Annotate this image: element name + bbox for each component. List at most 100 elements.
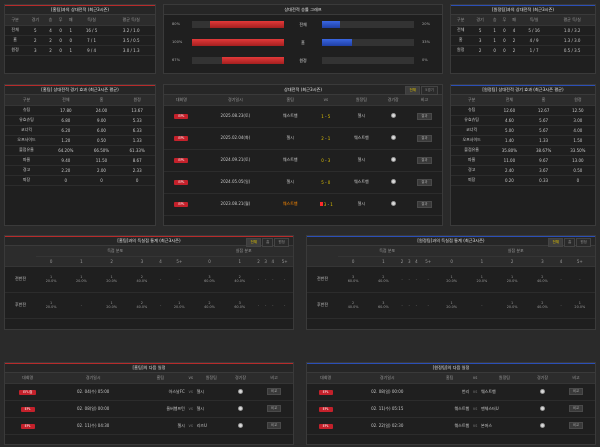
- stadium-icon: [390, 179, 396, 184]
- goals-cell: -: [557, 266, 565, 293]
- tab-1[interactable]: 홈: [564, 238, 576, 247]
- result-button[interactable]: 결과: [417, 178, 432, 186]
- goal-count: 1: [178, 301, 181, 305]
- cell: 5: [470, 25, 490, 36]
- tab-0[interactable]: 전체: [246, 238, 262, 247]
- result-button[interactable]: 결과: [417, 112, 432, 120]
- away-team: 웨스트햄: [343, 171, 380, 194]
- sub-header: 0: [36, 256, 67, 267]
- cell: 0.50: [560, 165, 595, 176]
- goal-pct: 60.0%: [204, 279, 215, 283]
- vs-label: vs: [184, 400, 197, 418]
- col-header: 득/실: [75, 15, 108, 26]
- note-cell: 결과: [406, 193, 442, 216]
- table-row: 파울 11.00 9.67 13.00: [451, 155, 595, 166]
- col-header: 홈: [526, 95, 561, 106]
- cell: 3.0 / 1.3: [107, 45, 155, 56]
- league-cell: EPL: [164, 149, 199, 172]
- sub-header: 2: [254, 256, 263, 267]
- cell: 0.20: [492, 175, 527, 186]
- cell: 9.67: [526, 155, 561, 166]
- goal-count: -: [408, 277, 410, 281]
- col-header: 경기: [470, 15, 490, 26]
- tab-2[interactable]: 원정: [576, 238, 591, 247]
- half-label: 후반전: [307, 292, 338, 319]
- compare-button[interactable]: 비교: [266, 405, 282, 412]
- result-button[interactable]: 결과: [417, 200, 432, 208]
- col-header: 무: [55, 15, 66, 26]
- stadium-cell: [225, 400, 256, 418]
- note-cell: 비교: [557, 383, 595, 401]
- away-score: 0: [327, 179, 331, 185]
- note-cell: 비교: [255, 417, 293, 435]
- table-row: 유효슈팅 6.80 9.00 5.33: [5, 115, 155, 126]
- compare-graph: 80% 전체 20% 100% 홈 33% 67% 원정 0%: [164, 15, 442, 73]
- goals-row: 후반전 2 40.0% 3 60.0% - - - -1 20.0% -1 20.0% 2 40.0% -1…: [307, 292, 595, 319]
- col-header: 대회명: [164, 95, 199, 106]
- match-date: 2023.08.21(월): [198, 193, 273, 216]
- goals-cell: -: [398, 266, 406, 293]
- row-label: 볼점유율: [5, 145, 48, 156]
- col-header: 전체: [48, 95, 84, 106]
- cell: 9.40: [48, 155, 84, 166]
- tab-all[interactable]: 전체: [405, 86, 421, 95]
- goal-count: -: [415, 277, 417, 281]
- note-cell: 결과: [406, 149, 442, 172]
- schedule-row: EPL 02. 08(일) 00:00 울버햄프턴 vs 첼시 비교: [5, 400, 293, 418]
- cell: 33.50%: [560, 145, 595, 156]
- cell: 1: [65, 25, 76, 36]
- goals-cell: -: [269, 292, 277, 319]
- tab-2[interactable]: 원정: [274, 238, 289, 247]
- sub-header: 0: [338, 256, 369, 267]
- away-team: 웨스트햄: [481, 383, 528, 401]
- right-bar-fill: [322, 39, 353, 46]
- cell: 1.3 / 3.0: [549, 35, 595, 46]
- goal-count: -: [284, 277, 286, 281]
- cell: 0: [499, 35, 510, 46]
- goal-pct: 40.0%: [377, 279, 389, 283]
- col-header: 원정팀: [196, 373, 226, 384]
- compare-button[interactable]: 비교: [568, 405, 584, 412]
- goals-cell: -: [419, 292, 437, 319]
- goal-pct: 40.0%: [347, 305, 359, 309]
- match-date: 02. 08(일) 00:00: [50, 400, 137, 418]
- col-header: vs: [308, 95, 344, 106]
- cell: 5.67: [526, 115, 561, 126]
- cell: 1.50: [560, 135, 595, 146]
- col-header: 홈팀: [272, 95, 309, 106]
- recent-title: 상대전적 (최근3시즌): [283, 86, 323, 92]
- goals-cell: 3 60.0%: [338, 266, 369, 293]
- league-badge: EPL: [174, 114, 189, 119]
- col-header: 경기일시: [198, 95, 273, 106]
- schedule-row: EPL 02. 22(일) 02:30 웨스트햄 vs 본머스 비교: [307, 417, 595, 435]
- compare-label: 홈: [301, 40, 305, 45]
- tab-1[interactable]: 홈: [262, 238, 274, 247]
- compare-button[interactable]: 비교: [568, 422, 584, 429]
- goals-cell: -: [262, 292, 270, 319]
- away-team: 맨체스터U: [481, 400, 528, 418]
- match-date: 02. 11(수) 04:30: [50, 417, 137, 435]
- compare-button[interactable]: 비교: [568, 388, 584, 395]
- goal-count: 2: [140, 275, 143, 279]
- stadium-icon: [390, 113, 396, 118]
- goals-cell: 2 40.0%: [126, 266, 157, 293]
- sub-header: 4: [412, 256, 420, 267]
- result-button[interactable]: 결과: [417, 134, 432, 142]
- goals-cell: 1 20.0%: [496, 292, 528, 319]
- cell: 0: [48, 175, 84, 186]
- stadium-icon: [238, 388, 244, 394]
- tab-0[interactable]: 전체: [548, 238, 564, 247]
- col-header: 원정팀: [481, 373, 528, 384]
- goals-cell: -: [164, 266, 195, 293]
- tab-five[interactable]: 5경기: [421, 86, 438, 95]
- goal-count: -: [401, 277, 403, 281]
- cell: 9 / 4: [75, 45, 108, 56]
- col-header: 무: [499, 15, 510, 26]
- goals-cell: 1 20.0%: [96, 266, 127, 293]
- result-button[interactable]: 결과: [417, 156, 432, 164]
- row-label: 유효슈팅: [451, 115, 493, 126]
- left-pct: 100%: [172, 40, 183, 44]
- away-effect-title: [원정팀] 상대전적 경기 효과 (최근3시즌 평균): [451, 85, 595, 95]
- compare-button[interactable]: 비교: [266, 422, 282, 429]
- compare-button[interactable]: 비교: [266, 388, 282, 395]
